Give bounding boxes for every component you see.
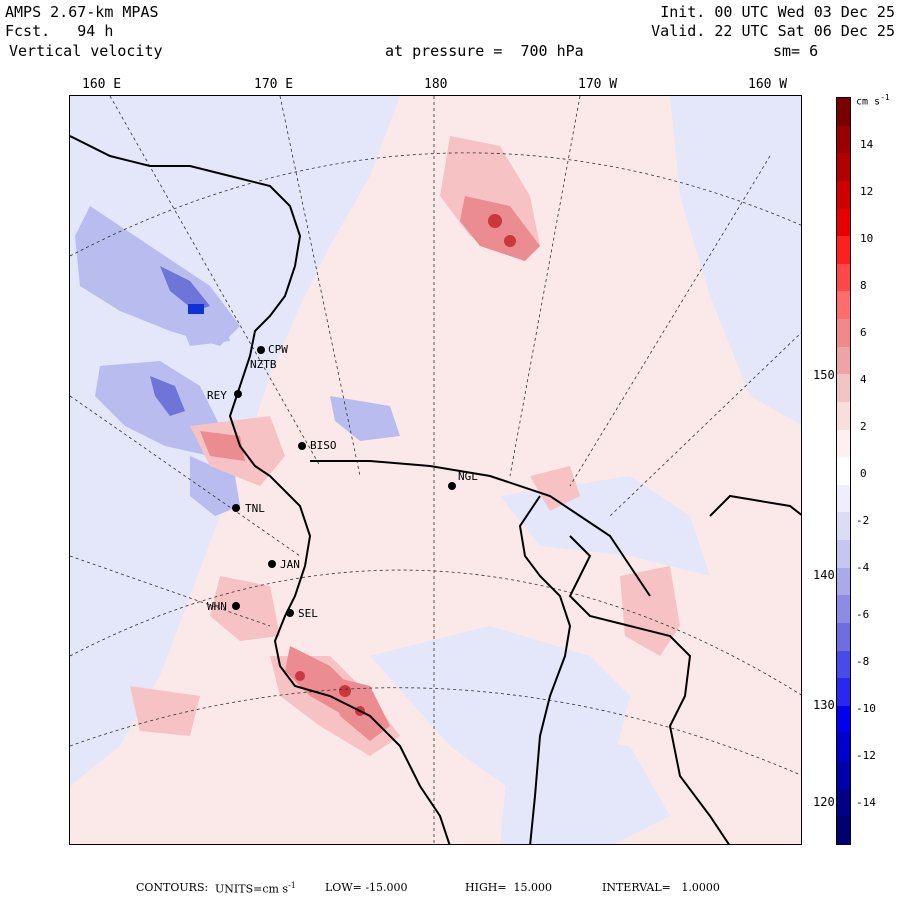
footer-high: HIGH= 15.000	[465, 881, 553, 894]
colorbar-segment	[837, 540, 850, 569]
colorbar-segment	[837, 816, 850, 845]
colorbar-tick-label: 10	[860, 232, 874, 245]
lon-label-170w: 170 W	[578, 77, 618, 92]
colorbar-segment	[837, 236, 850, 265]
station-label-nztb: NZTB	[250, 358, 277, 371]
station-dot-rey	[234, 390, 242, 398]
colorbar-tick-label: -8	[856, 655, 870, 668]
footer-interval: INTERVAL= 1.0000	[602, 881, 720, 894]
map-svg: CPW NZTB REY BISO NGL TNL JAN WHN SEL	[70, 96, 801, 844]
colorbar-segment	[837, 153, 850, 182]
lon-label-160e: 160 E	[82, 77, 122, 92]
colorbar-units: cm s-1	[856, 93, 890, 108]
colorbar-segment	[837, 125, 850, 154]
station-label-tnl: TNL	[245, 502, 265, 515]
colorbar	[836, 97, 851, 845]
colorbar-segment	[837, 374, 850, 403]
valid-time: Valid. 22 UTC Sat 06 Dec 25	[651, 22, 895, 40]
colorbar-segment	[837, 512, 850, 541]
coastline	[70, 135, 801, 844]
colorbar-segment	[837, 705, 850, 735]
colorbar-segment	[837, 733, 850, 762]
colorbar-segment	[837, 567, 850, 596]
pressure-level: at pressure = 700 hPa	[385, 42, 584, 60]
station-dot-whn	[232, 602, 240, 610]
station-label-biso: BISO	[310, 439, 337, 452]
footer-contours: CONTOURS:	[136, 881, 209, 894]
max-subsidence-cell	[188, 304, 204, 314]
colorbar-segment	[837, 622, 850, 652]
station-dot-cpw	[257, 346, 265, 354]
vertical-velocity-map[interactable]: CPW NZTB REY BISO NGL TNL JAN WHN SEL	[69, 95, 802, 845]
station-dot-jan	[268, 560, 276, 568]
station-markers: CPW NZTB REY BISO NGL TNL JAN WHN SEL	[207, 343, 478, 620]
lon-label-180: 180	[424, 77, 448, 92]
station-label-sel: SEL	[298, 607, 318, 620]
station-dot-tnl	[232, 504, 240, 512]
init-time: Init. 00 UTC Wed 03 Dec 25	[660, 3, 895, 21]
lon-label-170e: 170 E	[254, 77, 294, 92]
colorbar-segment	[837, 678, 850, 707]
smoothing-value: sm= 6	[773, 42, 819, 60]
colorbar-tick-label: -10	[856, 702, 876, 715]
station-dot-sel	[286, 609, 294, 617]
forecast-hour: Fcst. 94 h	[5, 22, 114, 40]
colorbar-tick-label: -4	[856, 561, 870, 574]
station-label-jan: JAN	[280, 558, 300, 571]
field-name: Vertical velocity	[9, 42, 163, 60]
station-label-ngl: NGL	[458, 470, 478, 483]
footer-low: LOW= -15.000	[325, 881, 408, 894]
station-label-whn: WHN	[207, 600, 227, 613]
colorbar-tick-label: 2	[860, 420, 867, 433]
station-label-cpw: CPW	[268, 343, 288, 356]
lon-label-160w: 160 W	[748, 77, 788, 92]
colorbar-tick-label: -6	[856, 608, 870, 621]
colorbar-tick-label: 8	[860, 279, 867, 292]
model-title: AMPS 2.67-km MPAS	[5, 3, 159, 21]
colorbar-segment	[837, 650, 850, 679]
colorbar-segment	[837, 401, 850, 431]
colorbar-segment	[837, 346, 850, 375]
footer-units: UNITS=cm s-1	[215, 881, 296, 896]
station-label-rey: REY	[207, 389, 227, 402]
colorbar-segment	[837, 429, 850, 458]
colorbar-tick-label: -2	[856, 514, 870, 527]
colorbar-segment	[837, 263, 850, 292]
graticule	[70, 96, 801, 844]
colorbar-segment	[837, 595, 850, 624]
colorbar-segment	[837, 98, 850, 127]
colorbar-segment	[837, 457, 850, 486]
colorbar-segment	[837, 761, 850, 790]
colorbar-tick-label: 0	[860, 467, 867, 480]
colorbar-tick-label: 4	[860, 373, 867, 386]
colorbar-tick-label: -12	[856, 749, 876, 762]
colorbar-segment	[837, 291, 850, 320]
colorbar-segment	[837, 788, 850, 817]
colorbar-tick-label: 14	[860, 138, 874, 151]
colorbar-segment	[837, 484, 850, 514]
station-dot-ngl	[448, 482, 456, 490]
colorbar-tick-label: 6	[860, 326, 867, 339]
colorbar-tick-label: 12	[860, 185, 874, 198]
station-dot-biso	[298, 442, 306, 450]
strong-ascent-cells	[295, 214, 516, 716]
colorbar-tick-label: -14	[856, 796, 876, 809]
colorbar-segment	[837, 180, 850, 210]
colorbar-segment	[837, 319, 850, 348]
colorbar-segment	[837, 208, 850, 237]
